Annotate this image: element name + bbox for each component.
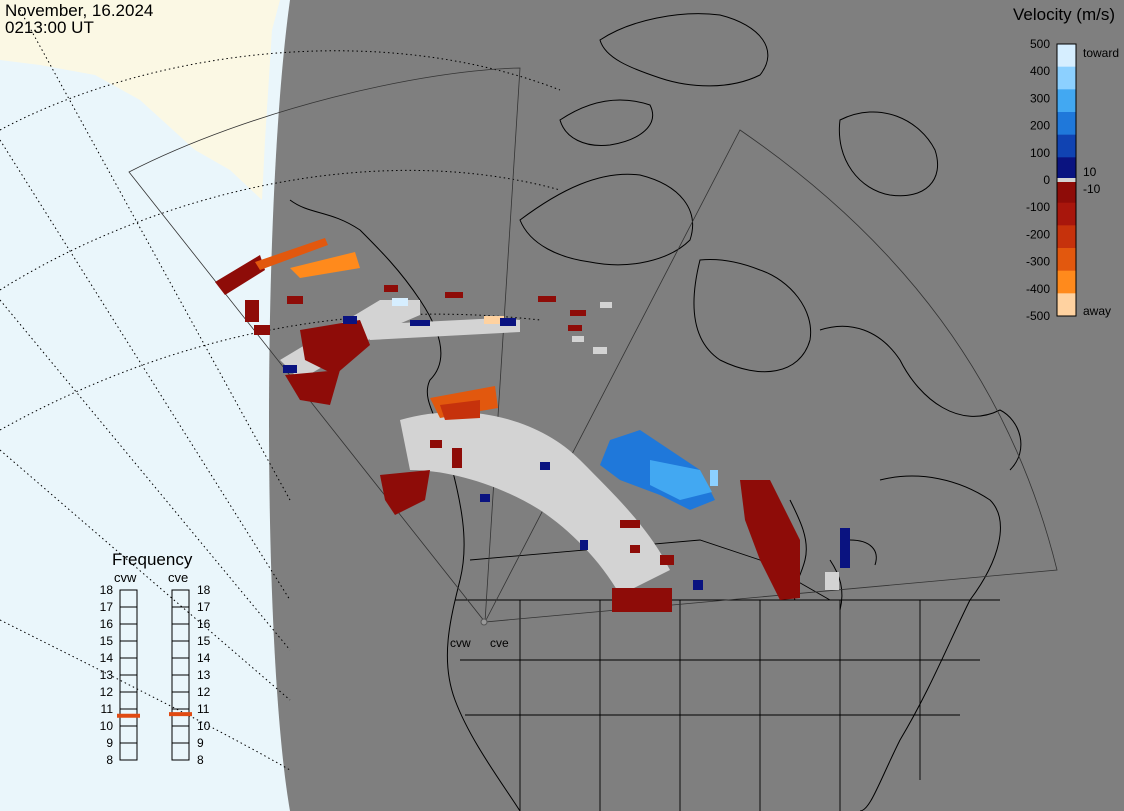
label-away: away [1083, 304, 1111, 318]
frequency-tick-label: 12 [197, 685, 211, 699]
frequency-radar-left: cvw [114, 570, 137, 585]
date-label: November, 16.2024 [5, 1, 153, 20]
velocity-tick-label: 0 [1043, 173, 1050, 187]
velocity-band [1057, 202, 1076, 226]
velocity-band [1057, 112, 1076, 136]
frequency-tick-label: 11 [197, 702, 210, 716]
velocity-tick-label: 200 [1030, 119, 1050, 133]
velocity-tick-label: 500 [1030, 37, 1050, 51]
frequency-tick-label: 8 [106, 753, 113, 767]
velocity-tick-label: -200 [1026, 227, 1050, 241]
frequency-tick-label: 18 [100, 583, 114, 597]
land-region [269, 0, 1124, 811]
frequency-tick-label: 16 [197, 617, 211, 631]
label-toward: toward [1083, 46, 1119, 60]
frequency-tick-label: 16 [100, 617, 114, 631]
frequency-tick-label: 10 [197, 719, 211, 733]
frequency-tick-label: 11 [101, 702, 114, 716]
frequency-ticks-left: 18 17 16 15 14 13 12 11 10 9 8 [100, 583, 114, 767]
frequency-title: Frequency [112, 550, 193, 569]
radar-label-cvw: cvw [450, 636, 471, 650]
frequency-tick-label: 15 [197, 634, 211, 648]
velocity-band [1057, 66, 1076, 90]
scatter-toward [283, 298, 850, 590]
frequency-cell [119, 742, 138, 761]
frequency-tick-label: 13 [100, 668, 114, 682]
velocity-band [1057, 270, 1076, 294]
frequency-panel: Frequency cvw cve 18 17 16 15 14 13 12 11 10 9 8 1… [100, 550, 211, 767]
velocity-tick-label: -300 [1026, 255, 1050, 269]
velocity-tick-label: 400 [1030, 64, 1050, 78]
label-plus-10: 10 [1083, 165, 1097, 179]
velocity-band [1057, 44, 1076, 68]
radar-site-marker [480, 618, 488, 626]
velocity-band [1057, 293, 1076, 317]
velocity-tick-label: -500 [1026, 309, 1050, 323]
frequency-ticks-right: 18 17 16 15 14 13 12 11 10 9 8 [197, 583, 211, 767]
velocity-tick-label: -100 [1026, 200, 1050, 214]
velocity-tick-label: 100 [1030, 146, 1050, 160]
frequency-tick-label: 17 [197, 600, 211, 614]
frequency-tick-label: 18 [197, 583, 211, 597]
velocity-zero-band [1057, 178, 1076, 182]
velocity-tick-label: 300 [1030, 91, 1050, 105]
frequency-tick-label: 12 [100, 685, 114, 699]
frequency-tick-label: 15 [100, 634, 114, 648]
frequency-column-right [171, 589, 190, 761]
frequency-tick-label: 8 [197, 753, 204, 767]
frequency-tick-label: 13 [197, 668, 211, 682]
frequency-radar-right: cve [168, 570, 188, 585]
time-label: 0213:00 UT [5, 18, 94, 37]
label-minus-10: -10 [1083, 182, 1101, 196]
velocity-tick-label: -400 [1026, 282, 1050, 296]
velocity-band [1057, 134, 1076, 158]
ice-region [0, 0, 280, 200]
frequency-tick-label: 17 [100, 600, 114, 614]
velocity-color-bar [1057, 44, 1076, 317]
scatter-away [215, 255, 800, 612]
velocity-band [1057, 225, 1076, 249]
velocity-band [1057, 248, 1076, 272]
radar-fov-cve [484, 129, 1058, 623]
velocity-legend: Velocity (m/s) 500 400 300 200 100 0 -100 -200 -… [1013, 5, 1119, 323]
frequency-tick-label: 9 [197, 736, 204, 750]
velocity-bar-outline [1056, 43, 1077, 317]
frequency-column-left [119, 589, 138, 761]
frequency-tick-label: 14 [100, 651, 114, 665]
frequency-tick-label: 14 [197, 651, 211, 665]
velocity-tick-labels: 500 400 300 200 100 0 -100 -200 -300 -400 -500 [1026, 37, 1050, 323]
radar-label-cve: cve [490, 636, 509, 650]
scatter-away-fast [255, 238, 504, 420]
frequency-tick-label: 9 [106, 736, 113, 750]
velocity-band [1057, 157, 1076, 181]
radar-fov-cvw [128, 67, 521, 624]
velocity-legend-title: Velocity (m/s) [1013, 5, 1115, 24]
velocity-band [1057, 89, 1076, 113]
velocity-band [1057, 180, 1076, 204]
frequency-tick-label: 10 [100, 719, 114, 733]
coastlines [289, 13, 1022, 811]
frequency-cell [171, 742, 190, 761]
